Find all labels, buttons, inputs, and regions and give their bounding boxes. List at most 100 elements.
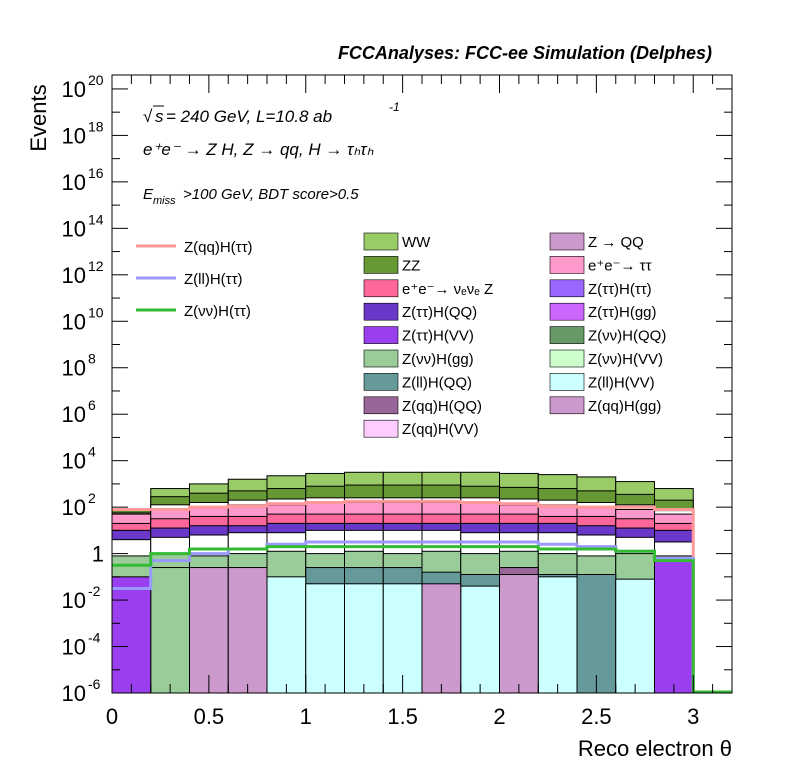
legend-label: e⁺e⁻→ ττ: [588, 257, 652, 274]
legend-label: Z → QQ: [588, 234, 644, 251]
header-title: FCCAnalyses: FCC-ee Simulation (Delphes): [338, 43, 712, 63]
y-tick-label: 10: [62, 216, 86, 241]
legend-label: Z(ττ)H(gg): [588, 304, 657, 321]
y-tick-exponent: -2: [88, 583, 101, 599]
y-tick-exponent: 12: [88, 258, 104, 274]
bar-zllhvv-bin-7: [382, 583, 423, 694]
y-tick-label: 10: [62, 263, 86, 288]
legend-swatch: [363, 396, 399, 415]
legend-label: Z(νν)H(gg): [402, 351, 474, 368]
legend-swatch: [549, 302, 585, 321]
cuts-subscript: miss: [153, 195, 176, 207]
y-axis-label: Events: [26, 84, 51, 151]
y-tick-label: 10: [62, 77, 86, 102]
x-tick-label: 0.5: [194, 704, 225, 729]
bar-zllhvv-bin-6: [344, 583, 384, 694]
legend-line-label: Z(ll)H(ττ): [184, 271, 243, 288]
bar-zllhvv-bin-9: [460, 585, 500, 694]
y-tick-exponent: 6: [88, 397, 96, 413]
legend-label: Z(qq)H(gg): [588, 398, 661, 415]
line-zh: [112, 545, 732, 694]
legend-swatch: [363, 349, 399, 368]
x-tick-label: 2.5: [581, 704, 612, 729]
bar-zqqhgg-bin-10: [499, 574, 539, 694]
legend-swatch: [549, 256, 585, 274]
legend-swatch: [363, 302, 399, 321]
bar-zllhvv-bin-4: [266, 576, 307, 694]
legend-swatch: [363, 419, 399, 438]
y-tick-label: 10: [62, 495, 86, 520]
y-tick-label: 10: [62, 681, 86, 706]
y-tick-label: 10: [62, 635, 86, 660]
bar-zllhvv-bin-13: [615, 578, 655, 694]
y-tick-exponent: 18: [88, 118, 104, 134]
legend-label: Z(ll)H(VV): [588, 374, 655, 391]
y-tick-exponent: 20: [88, 72, 104, 88]
y-tick-label: 10: [62, 588, 86, 613]
legend-swatch: [549, 373, 585, 391]
y-tick-label: 10: [62, 356, 86, 381]
bar-zhgg-bin-1: [150, 567, 190, 694]
legend-swatch: [549, 326, 585, 344]
bar-zqqhgg-bin-3: [227, 567, 268, 694]
bar-zqqhgg-bin-2: [189, 567, 229, 694]
legend-label: Z(ττ)H(ττ): [588, 281, 652, 298]
y-tick-exponent: -4: [88, 630, 101, 646]
legend-label: e⁺e⁻→ νₑνₑ Z: [402, 281, 493, 298]
legend-label: Z(ll)H(QQ): [402, 374, 472, 391]
legend-swatch: [363, 373, 399, 391]
y-tick-exponent: 4: [88, 444, 96, 460]
sqrt-symbol: √: [143, 107, 153, 126]
y-tick-exponent: 14: [88, 211, 104, 227]
y-tick-exponent: 2: [88, 490, 96, 506]
x-tick-label: 2: [493, 704, 505, 729]
legend-line-label: Z(qq)H(ττ): [184, 239, 253, 256]
y-tick-label: 10: [62, 402, 86, 427]
legend-swatch: [549, 396, 585, 415]
x-axis-label: Reco electron θ: [578, 736, 732, 761]
bar-zhvv-bin-14: [654, 560, 694, 694]
legend-label: Z(νν)H(VV): [588, 351, 663, 368]
legend-swatch: [363, 256, 399, 274]
legend-label: Z(ττ)H(VV): [402, 328, 474, 345]
legend-swatch: [549, 349, 585, 368]
bar-zhvv-bin-0: [111, 576, 152, 694]
x-tick-label: 1: [300, 704, 312, 729]
bar-zllhqq-bin-12: [576, 574, 617, 694]
legend-swatch: [363, 279, 399, 298]
lumi-exponent: -1: [389, 100, 400, 114]
legend-swatch: [363, 232, 399, 251]
bar-zllhvv-bin-11: [537, 576, 578, 694]
legend-label: Z(ττ)H(QQ): [402, 304, 477, 321]
legend-line-label: Z(νν)H(ττ): [184, 303, 251, 320]
histogram-bars: [111, 471, 694, 694]
y-tick-label: 10: [62, 123, 86, 148]
y-tick-label: 10: [62, 449, 86, 474]
cuts-e-label: E: [143, 186, 154, 203]
energy-lumi-label: = 240 GeV, L=10.8 ab: [166, 107, 332, 126]
x-axis-ticks: 0 0.5 1 1.5 2 2.5 3: [106, 75, 733, 729]
x-tick-label: 1.5: [387, 704, 418, 729]
cuts-rest-label: >100 GeV, BDT score>0.5: [183, 186, 359, 203]
process-label: e⁺e⁻ → Z H, Z → qq, H → τₕτₕ: [143, 140, 374, 159]
y-tick-exponent: 10: [88, 304, 104, 320]
bar-zqqhgg-bin-8: [421, 583, 462, 694]
y-tick-exponent: -6: [88, 676, 101, 692]
x-tick-label: 3: [687, 704, 699, 729]
legend-label: Z(νν)H(QQ): [588, 328, 666, 345]
legend-swatch: [549, 232, 585, 251]
x-tick-label: 0: [106, 704, 118, 729]
y-tick-exponent: 16: [88, 165, 104, 181]
legend-label: Z(qq)H(VV): [402, 421, 479, 438]
legend-label: WW: [402, 234, 431, 251]
info-text: √ s = 240 GeV, L=10.8 ab -1 e⁺e⁻ → Z H, …: [143, 100, 400, 207]
y-tick-label: 1: [92, 542, 104, 567]
legend-label: ZZ: [402, 257, 420, 274]
y-tick-label: 10: [62, 170, 86, 195]
legend-label: Z(qq)H(QQ): [402, 398, 482, 415]
y-tick-exponent: 8: [88, 351, 96, 367]
legend-swatch: [549, 279, 585, 298]
sqrt-s-label: s: [155, 107, 164, 126]
